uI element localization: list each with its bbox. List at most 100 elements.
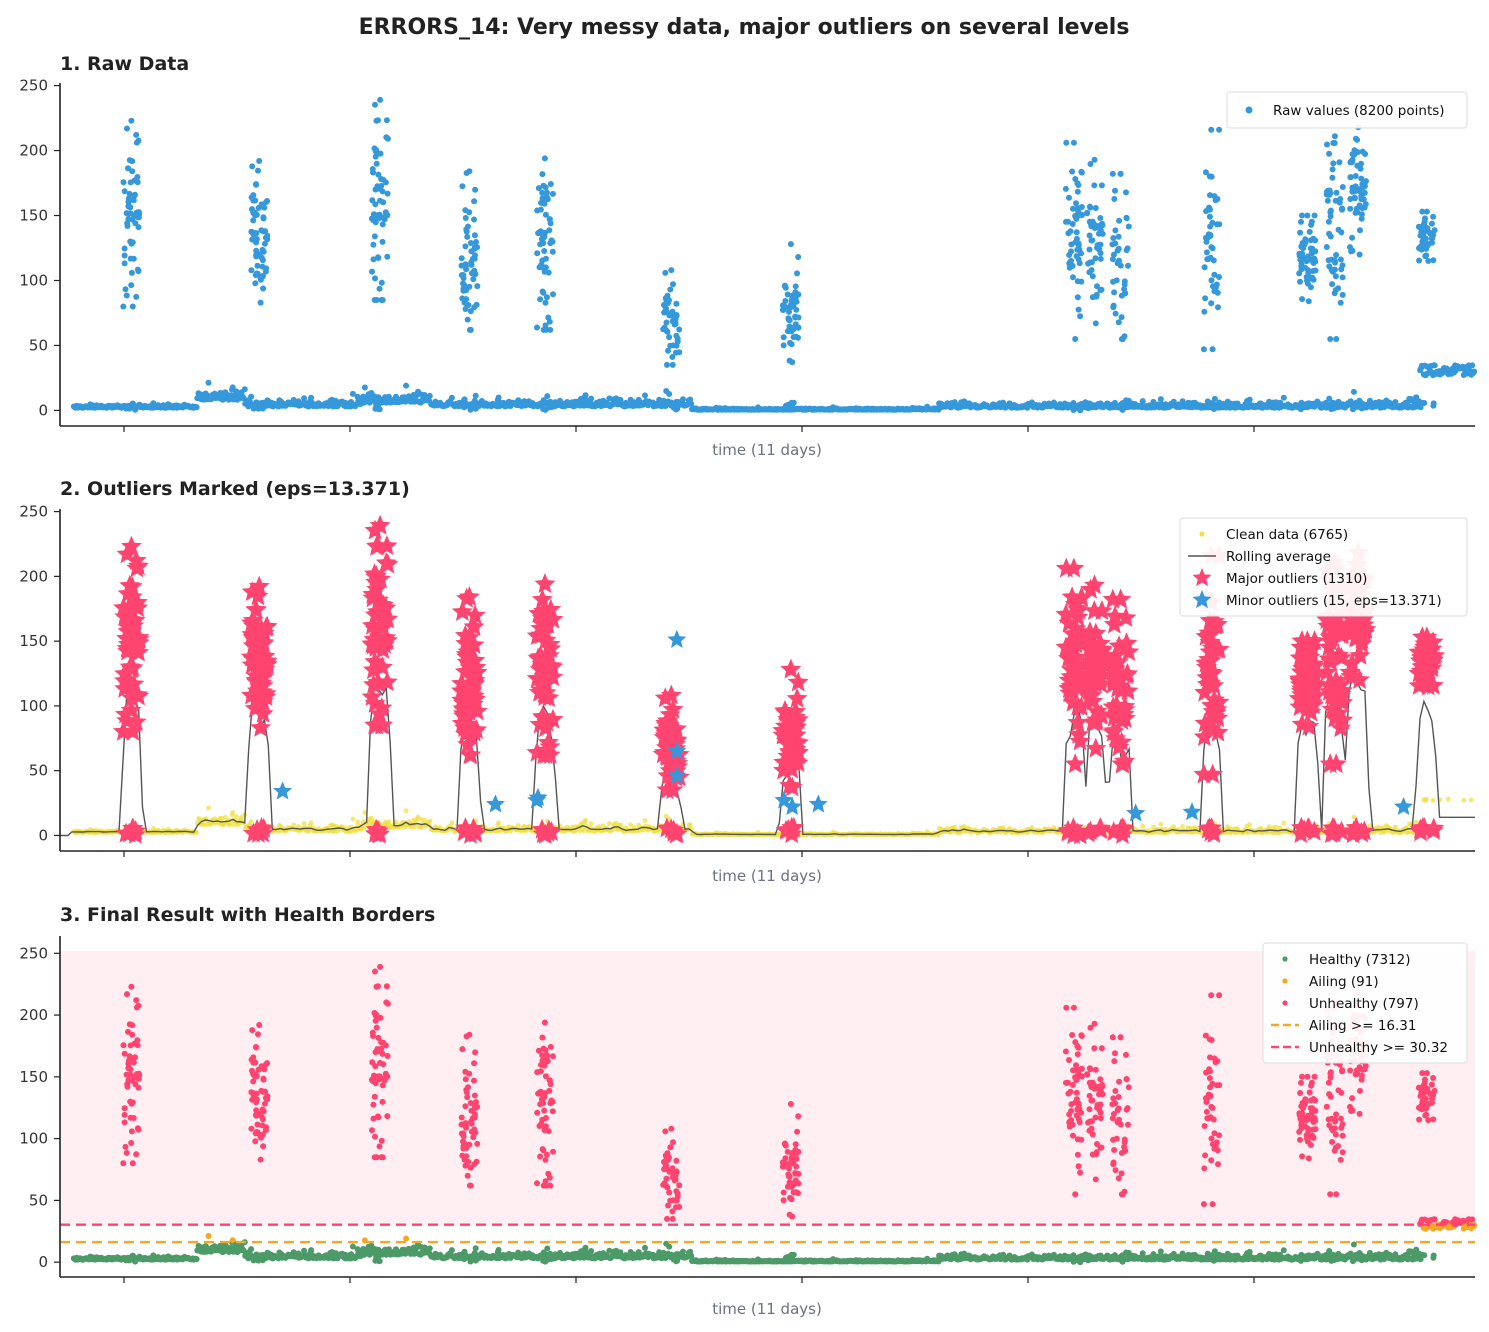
raw-point xyxy=(253,247,260,254)
raw-point xyxy=(1333,189,1340,196)
raw-point xyxy=(1073,229,1080,236)
raw-point xyxy=(1327,336,1334,342)
raw-point xyxy=(369,268,375,275)
clean-point xyxy=(350,816,356,822)
raw-point xyxy=(1305,298,1312,305)
raw-point xyxy=(462,215,469,221)
clean-point xyxy=(606,821,612,826)
raw-point xyxy=(1347,244,1353,251)
outliers-y-tick-label: 150 xyxy=(19,632,48,650)
raw-point xyxy=(1304,212,1311,219)
raw-point xyxy=(1358,211,1365,218)
raw-point xyxy=(673,312,680,319)
raw-point xyxy=(1216,221,1223,228)
raw-point xyxy=(1416,245,1422,252)
raw-point xyxy=(1333,252,1340,258)
raw-point xyxy=(1312,237,1319,244)
raw-point xyxy=(1112,227,1119,234)
raw-point xyxy=(377,96,384,103)
outliers-legend-label: Clean data (6765) xyxy=(1226,527,1348,543)
raw-point xyxy=(1338,229,1345,236)
raw-point xyxy=(1299,296,1306,303)
raw-point xyxy=(789,292,796,299)
raw-point xyxy=(1109,241,1116,248)
raw-point xyxy=(374,213,381,220)
raw-point xyxy=(1347,205,1354,212)
raw-point xyxy=(539,189,546,196)
raw-point xyxy=(795,254,802,260)
raw-point xyxy=(666,391,673,397)
raw-point xyxy=(642,392,648,399)
raw-point xyxy=(249,163,256,170)
raw-legend-label: Raw values (8200 points) xyxy=(1273,103,1445,119)
raw-point xyxy=(1075,242,1082,249)
raw-point xyxy=(372,219,379,226)
raw-point xyxy=(542,322,549,329)
clean-point xyxy=(687,822,693,827)
raw-point xyxy=(1121,281,1128,288)
raw-point xyxy=(260,400,267,407)
raw-point xyxy=(1109,256,1116,263)
raw-point xyxy=(193,404,200,411)
raw-point xyxy=(124,223,131,229)
raw-point xyxy=(1352,209,1359,216)
raw-point xyxy=(1358,160,1364,167)
raw-point xyxy=(1339,291,1346,298)
raw-point xyxy=(1358,196,1365,203)
raw-point xyxy=(795,291,802,298)
raw-point xyxy=(1088,237,1095,244)
raw-point xyxy=(661,302,667,308)
raw-point xyxy=(788,406,795,413)
raw-point xyxy=(372,186,379,193)
raw-point xyxy=(136,211,143,218)
raw-point xyxy=(133,293,140,300)
raw-point xyxy=(465,223,471,230)
raw-point xyxy=(458,272,465,279)
raw-point xyxy=(131,192,138,199)
raw-point xyxy=(467,240,474,246)
raw-point xyxy=(669,318,676,325)
raw-point xyxy=(795,324,801,331)
raw-point xyxy=(1078,250,1084,257)
raw-point xyxy=(129,168,136,175)
raw-point xyxy=(1074,188,1081,195)
raw-point xyxy=(793,298,800,305)
raw-point xyxy=(1358,405,1365,412)
raw-point xyxy=(255,167,261,174)
raw-point xyxy=(1203,249,1210,256)
raw-point xyxy=(375,117,381,124)
raw-point xyxy=(588,395,595,402)
raw-point xyxy=(133,139,140,146)
raw-point xyxy=(253,270,260,277)
raw-point xyxy=(537,296,544,303)
raw-point xyxy=(1091,182,1098,189)
raw-point xyxy=(1310,276,1317,283)
raw-point xyxy=(1246,396,1253,403)
raw-point xyxy=(1077,407,1084,414)
raw-point xyxy=(787,241,794,248)
raw-point xyxy=(663,297,670,304)
raw-point xyxy=(127,204,134,211)
raw-point xyxy=(1118,336,1125,342)
raw-point xyxy=(1118,401,1125,408)
raw-point xyxy=(542,196,549,203)
raw-point xyxy=(1096,246,1103,253)
raw-point xyxy=(385,393,392,400)
raw-point xyxy=(372,101,378,108)
raw-point xyxy=(1429,239,1435,246)
raw-point xyxy=(1209,283,1216,290)
raw-point xyxy=(468,261,475,268)
raw-point xyxy=(253,239,260,246)
raw-point xyxy=(468,248,475,255)
raw-point xyxy=(1324,141,1330,148)
raw-point xyxy=(464,233,471,240)
raw-point xyxy=(673,300,680,307)
raw-point xyxy=(1422,253,1429,260)
clean-point xyxy=(1180,824,1185,829)
raw-point xyxy=(361,384,368,391)
raw-point xyxy=(780,334,787,341)
clean-point xyxy=(386,819,392,825)
raw-point xyxy=(129,216,136,223)
raw-point xyxy=(248,267,255,274)
